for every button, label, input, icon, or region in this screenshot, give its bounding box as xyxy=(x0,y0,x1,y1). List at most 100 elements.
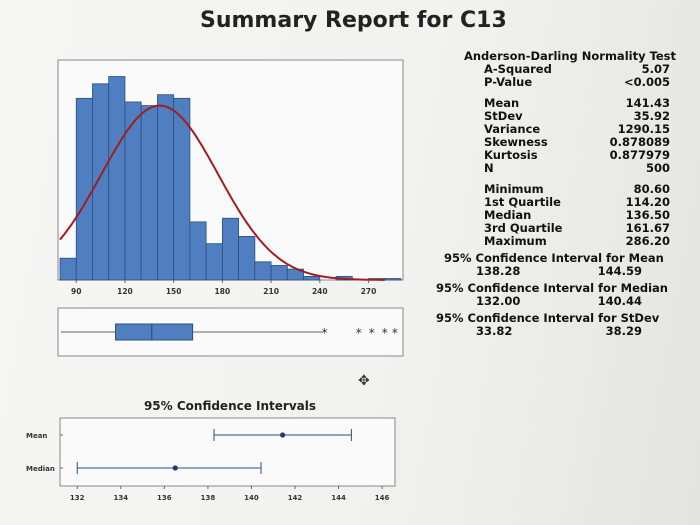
histogram-bar xyxy=(108,76,126,281)
stat-label: Maximum xyxy=(484,234,547,248)
histogram-bar xyxy=(384,278,402,281)
histogram-bar xyxy=(92,83,110,281)
ci-values-row: 33.82 38.29 xyxy=(440,325,690,338)
stat-label: P-Value xyxy=(484,75,533,89)
boxplot-outlier: * xyxy=(322,326,328,340)
stat-value: 286.20 xyxy=(625,234,670,248)
ci-high: 144.59 xyxy=(597,264,642,278)
ci-x-tick-label: 132 xyxy=(70,494,85,502)
stat-label: Variance xyxy=(484,122,541,136)
stat-value: 141.43 xyxy=(625,96,670,110)
stat-row: 3rd Quartile 161.67 xyxy=(440,222,690,235)
histogram-bars xyxy=(59,76,402,281)
stat-row: 1st Quartile 114.20 xyxy=(440,196,690,209)
ci-frame xyxy=(59,417,396,487)
stat-row: Skewness 0.878089 xyxy=(440,136,690,149)
stat-row: Kurtosis 0.877979 xyxy=(440,149,690,162)
descriptive-stats-rows: Mean 141.43 StDev 35.92 Variance 1290.15 Skewn… xyxy=(440,97,690,175)
histogram-x-ticks: 90 120 150 180 210 240 270 xyxy=(71,280,376,296)
ci-title: 95% Confidence Interval for Mean xyxy=(444,251,664,265)
stat-value: 1290.15 xyxy=(617,122,670,136)
normality-test-rows: A-Squared 5.07 P-Value <0.005 xyxy=(440,63,690,89)
ci-high: 38.29 xyxy=(605,324,642,338)
boxplot-box xyxy=(115,323,194,341)
ci-x-tick-label: 140 xyxy=(244,494,259,502)
stat-row: Minimum 80.60 xyxy=(440,183,690,196)
x-tick-label: 90 xyxy=(71,287,81,296)
stat-value: 35.92 xyxy=(633,109,670,123)
quartile-rows: Minimum 80.60 1st Quartile 114.20 Median 136.… xyxy=(440,183,690,248)
ci-point-estimate xyxy=(279,432,286,438)
ci-title: 95% Confidence Interval for StDev xyxy=(436,311,660,325)
histogram-bar xyxy=(254,261,272,281)
ci-x-tick-label: 134 xyxy=(113,494,128,502)
stat-value: 500 xyxy=(645,161,670,175)
histogram-bar xyxy=(157,94,175,281)
boxplot: * * * * * xyxy=(60,323,398,341)
ci-chart: Mean Median xyxy=(26,429,352,474)
ci-values-row: 138.28 144.59 xyxy=(440,265,690,278)
stat-label: Skewness xyxy=(484,135,548,149)
stat-row: Median 136.50 xyxy=(440,209,690,222)
boxplot-outlier: * xyxy=(369,326,375,340)
histogram-bar xyxy=(189,221,207,281)
boxplot-outlier: * xyxy=(392,326,398,340)
histogram-bar xyxy=(124,101,142,281)
histogram-bar xyxy=(303,275,321,281)
ci-values-row: 132.00 140.44 xyxy=(440,295,690,308)
ci-title: 95% Confidence Interval for Median xyxy=(436,281,668,295)
stat-label: 1st Quartile xyxy=(484,195,561,209)
ci-x-tick-label: 142 xyxy=(288,494,303,502)
x-tick-label: 240 xyxy=(312,287,328,296)
histogram-bar xyxy=(173,97,191,281)
ci-high: 140.44 xyxy=(597,294,642,308)
ci-low: 33.82 xyxy=(476,324,513,338)
ci-x-ticks: 132 134 136 138 140 142 144 146 xyxy=(70,486,390,502)
ci-row-label: Median xyxy=(26,465,55,473)
stat-row: N 500 xyxy=(440,162,690,175)
x-tick-label: 210 xyxy=(263,287,279,296)
stats-panel: Anderson-Darling Normality Test A-Square… xyxy=(436,49,690,338)
stat-row: Mean 141.43 xyxy=(440,97,690,110)
stat-value: 0.877979 xyxy=(609,148,670,162)
histogram-bar xyxy=(238,235,256,281)
x-tick-label: 150 xyxy=(166,287,182,296)
stat-row: StDev 35.92 xyxy=(440,110,690,123)
stat-label: Mean xyxy=(484,96,520,110)
normality-test-title: Anderson-Darling Normality Test xyxy=(463,49,677,63)
ci-x-tick-label: 138 xyxy=(201,494,216,502)
x-tick-label: 120 xyxy=(117,287,133,296)
histogram-bar xyxy=(205,243,223,281)
ci-low: 138.28 xyxy=(476,264,521,278)
boxplot-outlier: * xyxy=(356,326,362,340)
confidence-interval-block: 95% Confidence Interval for Mean 138.28 14… xyxy=(436,251,690,338)
stat-label: A-Squared xyxy=(484,62,552,76)
ci-row-label: Mean xyxy=(26,432,47,440)
x-tick-label: 270 xyxy=(361,287,377,296)
move-cursor-icon: ✥ xyxy=(358,373,370,389)
normal-fit-curve xyxy=(59,104,385,281)
stat-label: Minimum xyxy=(484,182,544,196)
stat-row: A-Squared 5.07 xyxy=(440,63,690,76)
stat-label: Median xyxy=(484,208,532,222)
stat-value: <0.005 xyxy=(623,75,670,89)
ci-chart-title: 95% Confidence Intervals xyxy=(144,399,316,413)
report-title: Summary Report for C13 xyxy=(200,8,507,33)
stat-value: 80.60 xyxy=(633,182,670,196)
stat-value: 161.67 xyxy=(625,221,670,235)
stat-label: StDev xyxy=(484,109,523,123)
histogram-bar xyxy=(59,257,77,281)
x-tick-label: 180 xyxy=(215,287,231,296)
ci-x-tick-label: 144 xyxy=(331,494,346,502)
stat-value: 114.20 xyxy=(625,195,670,209)
stat-label: 3rd Quartile xyxy=(484,221,563,235)
histogram-bar xyxy=(75,97,93,281)
ci-x-tick-label: 136 xyxy=(157,494,172,502)
stat-value: 136.50 xyxy=(625,208,670,222)
stat-row: Variance 1290.15 xyxy=(440,123,690,136)
stat-label: Kurtosis xyxy=(484,148,538,162)
stat-value: 5.07 xyxy=(641,62,670,76)
histogram-bar xyxy=(270,265,288,281)
stat-row: P-Value <0.005 xyxy=(440,76,690,89)
